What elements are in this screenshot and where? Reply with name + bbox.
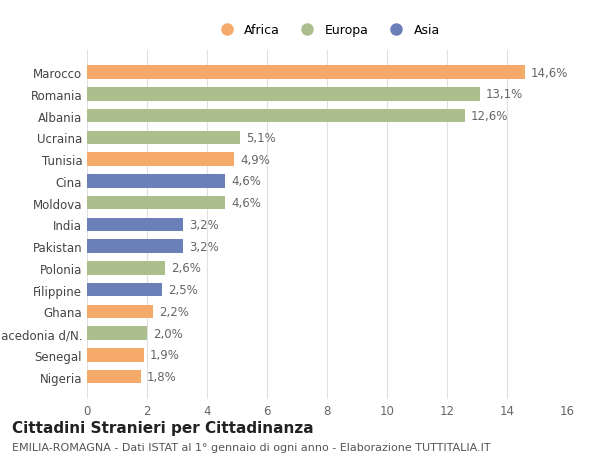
Bar — [87, 218, 183, 232]
Text: EMILIA-ROMAGNA - Dati ISTAT al 1° gennaio di ogni anno - Elaborazione TUTTITALIA: EMILIA-ROMAGNA - Dati ISTAT al 1° gennai… — [12, 442, 491, 452]
Text: 2,2%: 2,2% — [159, 305, 189, 318]
Bar — [87, 196, 225, 210]
Bar — [87, 262, 165, 275]
Text: 4,9%: 4,9% — [240, 153, 270, 166]
Text: 14,6%: 14,6% — [531, 67, 568, 79]
Text: 2,0%: 2,0% — [153, 327, 183, 340]
Text: 1,8%: 1,8% — [147, 370, 177, 383]
Legend: Africa, Europa, Asia: Africa, Europa, Asia — [210, 20, 444, 41]
Text: 4,6%: 4,6% — [231, 175, 261, 188]
Bar — [87, 175, 225, 188]
Text: 4,6%: 4,6% — [231, 197, 261, 210]
Bar — [87, 283, 162, 297]
Text: 2,5%: 2,5% — [168, 284, 198, 297]
Text: 3,2%: 3,2% — [189, 240, 219, 253]
Text: 2,6%: 2,6% — [171, 262, 201, 275]
Text: Cittadini Stranieri per Cittadinanza: Cittadini Stranieri per Cittadinanza — [12, 420, 314, 435]
Bar — [87, 370, 141, 383]
Bar — [87, 88, 480, 101]
Bar — [87, 305, 153, 319]
Text: 5,1%: 5,1% — [246, 132, 276, 145]
Text: 3,2%: 3,2% — [189, 218, 219, 231]
Bar — [87, 110, 465, 123]
Bar — [87, 131, 240, 145]
Text: 1,9%: 1,9% — [150, 348, 180, 362]
Bar — [87, 67, 525, 80]
Text: 13,1%: 13,1% — [486, 88, 523, 101]
Bar — [87, 153, 234, 167]
Text: 12,6%: 12,6% — [471, 110, 508, 123]
Bar — [87, 240, 183, 253]
Bar — [87, 327, 147, 340]
Bar — [87, 348, 144, 362]
